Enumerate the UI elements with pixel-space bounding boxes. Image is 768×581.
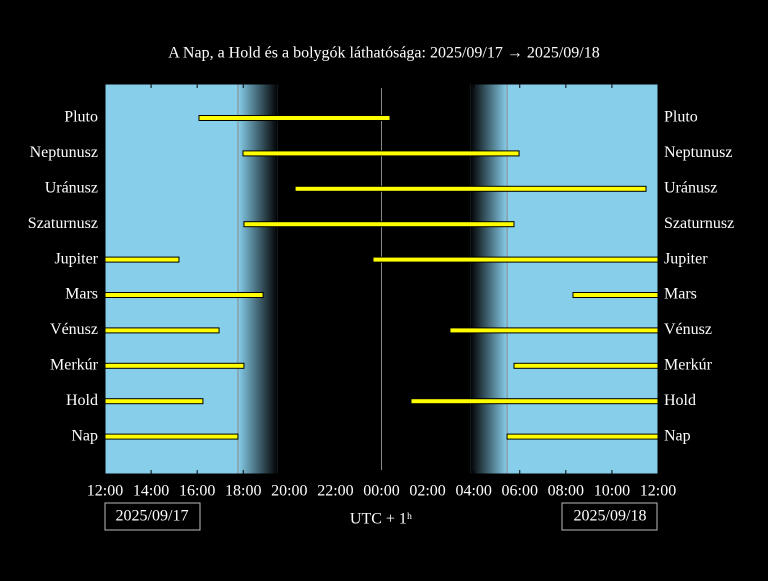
visibility-bar <box>104 398 204 405</box>
visibility-bar <box>198 115 391 121</box>
x-tick-label: 00:00 <box>363 483 399 500</box>
end-date: 2025/09/18 <box>574 508 647 525</box>
x-tick-label: 02:00 <box>409 483 445 500</box>
x-tick-label: 14:00 <box>133 483 169 500</box>
visibility-bar <box>104 327 220 334</box>
visibility-bar <box>104 292 264 298</box>
row-label-left: Neptunusz <box>30 144 98 161</box>
visibility-bar <box>243 221 515 228</box>
row-label-right: Vénusz <box>664 321 712 338</box>
row-label-left: Szaturnusz <box>28 215 98 232</box>
x-tick-label: 16:00 <box>179 483 215 500</box>
visibility-bar <box>104 362 245 369</box>
visibility-bar <box>506 433 659 440</box>
row-label-left: Nap <box>71 427 98 444</box>
visibility-bar <box>104 256 180 263</box>
row-label-left: Hold <box>66 392 98 409</box>
x-tick-label: 18:00 <box>225 483 261 500</box>
row-label-right: Jupiter <box>664 250 708 267</box>
visibility-bar <box>513 362 659 369</box>
visibility-bar <box>104 433 239 440</box>
x-tick-label: 10:00 <box>594 483 630 500</box>
row-label-right: Neptunusz <box>664 144 732 161</box>
row-label-right: Szaturnusz <box>664 215 734 232</box>
row-label-right: Pluto <box>664 109 698 126</box>
date-box <box>104 502 201 531</box>
x-tick-label: 06:00 <box>502 483 538 500</box>
row-label-left: Merkúr <box>50 356 99 373</box>
dusk <box>237 84 278 474</box>
x-axis-label: UTC + 1ʰ <box>350 511 412 528</box>
row-label-right: Uránusz <box>664 179 717 196</box>
visibility-bar <box>572 292 659 298</box>
date-box <box>561 502 658 531</box>
row-label-left: Pluto <box>64 109 98 126</box>
visibility-bar <box>242 150 520 157</box>
row-label-right: Mars <box>664 286 697 303</box>
x-tick-label: 20:00 <box>271 483 307 500</box>
row-label-right: Nap <box>664 427 691 444</box>
row-label-left: Uránusz <box>45 179 98 196</box>
visibility-bar <box>449 327 659 334</box>
row-label-left: Vénusz <box>50 321 98 338</box>
x-tick-label: 22:00 <box>317 483 353 500</box>
row-label-right: Hold <box>664 392 696 409</box>
visibility-bar <box>294 185 647 192</box>
start-date: 2025/09/17 <box>116 508 189 525</box>
dawn <box>470 84 508 474</box>
row-label-left: Mars <box>65 286 98 303</box>
visibility-bar <box>410 398 659 405</box>
row-label-right: Merkúr <box>664 356 713 373</box>
visibility-bar <box>372 256 659 263</box>
x-tick-label: 12:00 <box>640 483 676 500</box>
x-tick-label: 12:00 <box>87 483 123 500</box>
chart-title: A Nap, a Hold és a bolygók láthatósága: … <box>168 45 600 62</box>
row-label-left: Jupiter <box>54 250 98 267</box>
night-area <box>277 84 471 474</box>
x-tick-label: 08:00 <box>548 483 584 500</box>
x-tick-label: 04:00 <box>455 483 491 500</box>
